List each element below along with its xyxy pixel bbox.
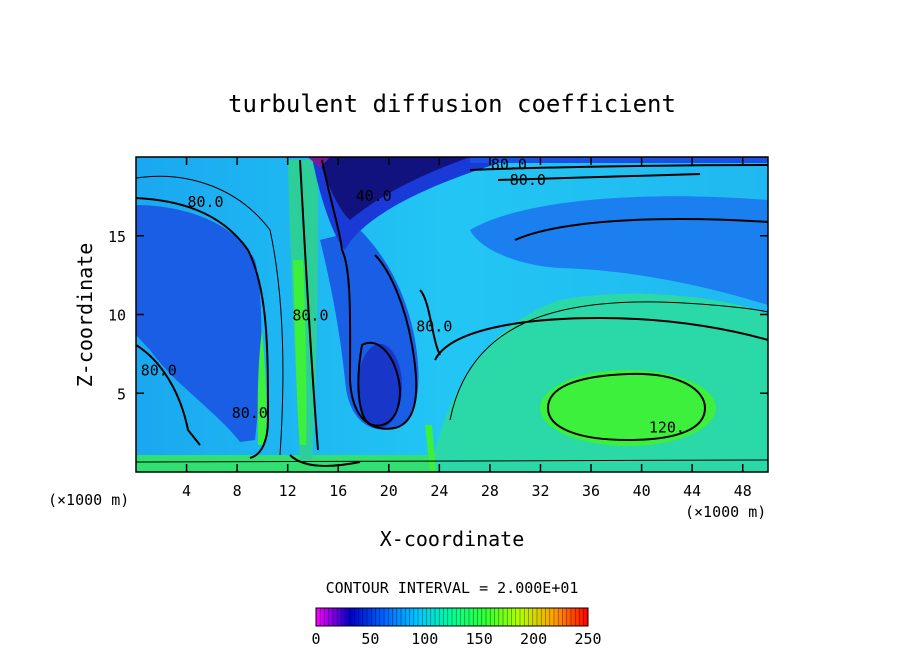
x-unit-left: (×1000 m)	[48, 491, 129, 509]
contour-label: 80.0	[416, 318, 452, 336]
contour-label: 80.0	[510, 171, 546, 189]
x23-streak	[425, 425, 436, 472]
y-tick-label: 15	[108, 228, 126, 246]
contour-line	[497, 173, 701, 181]
colorbar-tick-label: 250	[574, 630, 601, 648]
top-low-core	[318, 157, 470, 220]
upper-right-lobe	[470, 196, 768, 305]
colorbar: 0 50 100 150 200 250	[311, 607, 602, 648]
high-core	[540, 370, 716, 446]
contour-field	[136, 157, 768, 472]
central-jet-core	[293, 260, 307, 445]
left-low-lobe	[136, 205, 262, 442]
colorbar-frame	[315, 607, 589, 627]
x-tick-label: 4	[182, 482, 191, 500]
contour-label: 80.0	[141, 362, 177, 380]
top-min	[308, 157, 330, 168]
contour-line	[449, 301, 768, 421]
x-axis: 4 8 12 16 20 24 28 32 36 40 44 48	[182, 157, 752, 500]
contour-label: 120.	[649, 418, 685, 436]
contour-interval: CONTOUR INTERVAL = 2.000E+01	[326, 579, 579, 597]
x-tick-label: 12	[279, 482, 297, 500]
top-strip	[470, 157, 768, 163]
x-tick-label: 44	[683, 482, 701, 500]
colorbar-tick-label: 200	[520, 630, 547, 648]
contour-line	[419, 289, 441, 356]
x-tick-label: 36	[582, 482, 600, 500]
mid-low-core	[358, 344, 402, 428]
contour-line	[136, 175, 284, 456]
x-tick-label: 20	[380, 482, 398, 500]
contour-label: 80.0	[491, 155, 527, 173]
contour-label: 80.0	[232, 404, 268, 422]
colorbar-tick-label: 150	[466, 630, 493, 648]
y-tick-label: 5	[117, 385, 126, 403]
colorbar-tick-label: 50	[361, 630, 379, 648]
x-tick-label: 8	[233, 482, 242, 500]
chart-title: turbulent diffusion coefficient	[228, 90, 676, 118]
contour-line	[357, 341, 402, 427]
contour-label: 40.0	[356, 187, 392, 205]
y-tick-label: 10	[108, 307, 126, 325]
contour-line	[136, 459, 768, 463]
x-axis-label: X-coordinate	[380, 527, 525, 551]
contour-line	[546, 372, 707, 442]
contour-line	[136, 344, 201, 446]
contour-label: 80.0	[187, 193, 223, 211]
contour-line	[299, 159, 319, 451]
x-tick-label: 48	[734, 482, 752, 500]
y-axis-label: Z-coordinate	[73, 243, 97, 388]
contour-line	[136, 197, 270, 459]
contour-line	[434, 316, 768, 361]
colorbar-ticks: 0 50 100 150 200 250	[311, 630, 601, 648]
y-axis: 5 10 15	[108, 228, 768, 403]
colorbar-tick-label: 0	[311, 630, 320, 648]
colorbar-tick-label: 100	[411, 630, 438, 648]
x-tick-label: 40	[633, 482, 651, 500]
contour-line	[514, 218, 768, 241]
contour-line	[321, 159, 418, 430]
contour-label: 80.0	[292, 307, 328, 325]
colorbar-hatch	[319, 608, 585, 626]
x-tick-label: 24	[430, 482, 448, 500]
x-unit-right: (×1000 m)	[685, 503, 766, 521]
x-tick-label: 28	[481, 482, 499, 500]
contour-lines	[136, 159, 768, 467]
contour-line	[289, 454, 361, 467]
x-tick-label: 32	[531, 482, 549, 500]
contour-line	[469, 164, 768, 171]
x-tick-label: 16	[329, 482, 347, 500]
left-streak	[257, 330, 267, 445]
